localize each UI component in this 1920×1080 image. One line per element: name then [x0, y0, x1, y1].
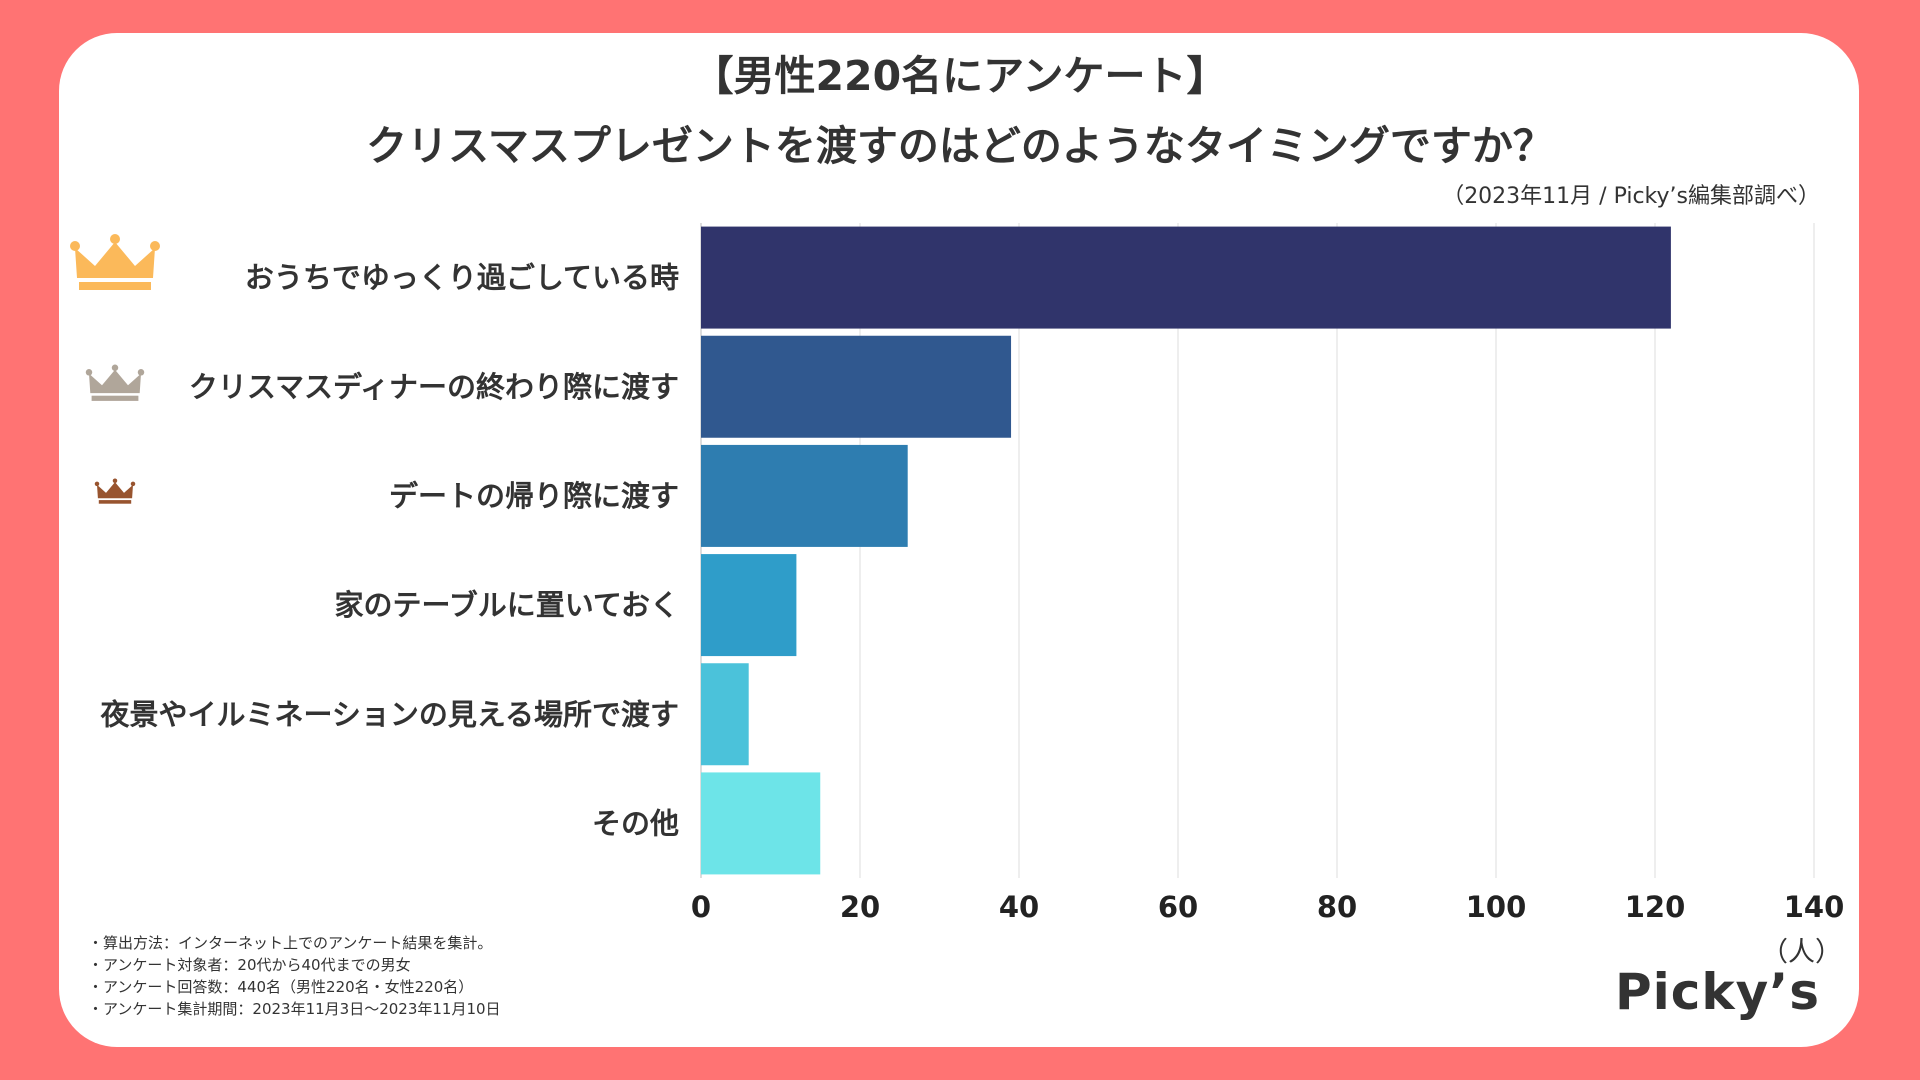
category-label: クリスマスディナーの終わり際に渡す	[189, 370, 679, 404]
bar	[701, 663, 749, 766]
chart-card	[59, 33, 1859, 1047]
category-label: 夜景やイルミネーションの見える場所で渡す	[99, 697, 679, 731]
picky-logo: Picky’s	[1615, 963, 1821, 1021]
x-tick-label: 120	[1625, 890, 1686, 924]
bronze-crown-icon	[94, 478, 136, 504]
bar	[701, 554, 797, 657]
chart-title: クリスマスプレゼントを渡すのはどのようなタイミングですか？	[366, 122, 1554, 170]
silver-crown-icon	[85, 364, 145, 401]
x-tick-label: 100	[1466, 890, 1527, 924]
x-tick-label: 40	[999, 890, 1039, 924]
bar	[701, 772, 821, 875]
gold-crown-icon	[70, 234, 160, 290]
x-tick-label: 0	[691, 890, 711, 924]
category-label: その他	[592, 806, 679, 840]
note-count: ・アンケート回答数：440名（男性220名・女性220名）	[88, 978, 474, 996]
source-note: （2023年11月 / Picky’s編集部調べ）	[1442, 184, 1820, 209]
category-label: デートの帰り際に渡す	[389, 479, 679, 513]
x-tick-label: 20	[840, 890, 880, 924]
note-method: ・算出方法：インターネット上でのアンケート結果を集計。	[88, 934, 493, 952]
category-label: 家のテーブルに置いておく	[334, 588, 679, 622]
bar	[701, 226, 1671, 329]
x-axis-unit: （人）	[1761, 937, 1842, 968]
x-tick-label: 60	[1158, 890, 1198, 924]
category-label: おうちでゆっくり過ごしている時	[245, 261, 679, 295]
note-period: ・アンケート集計期間：2023年11月3日〜2023年11月10日	[88, 1000, 501, 1018]
note-target: ・アンケート対象者：20代から40代までの男女	[88, 956, 411, 974]
survey-notes: ・算出方法：インターネット上でのアンケート結果を集計。 ・アンケート対象者：20…	[88, 932, 501, 1020]
title-tag: 【男性220名にアンケート】	[692, 52, 1228, 100]
bar	[701, 335, 1012, 438]
x-tick-label: 80	[1317, 890, 1357, 924]
x-tick-label: 140	[1784, 890, 1845, 924]
bar	[701, 444, 908, 547]
